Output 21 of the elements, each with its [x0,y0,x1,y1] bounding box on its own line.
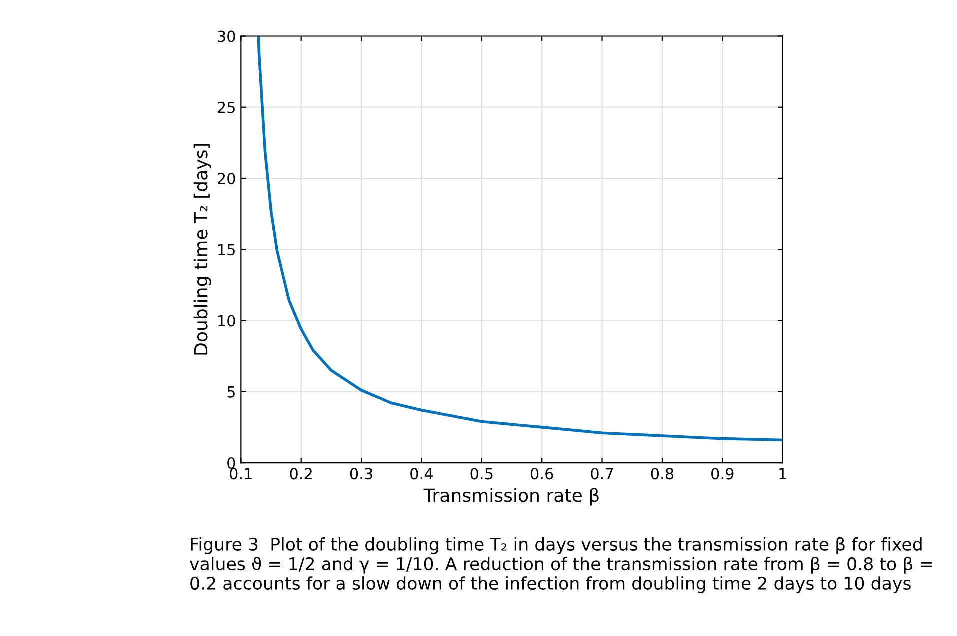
x-tick-label: 1 [780,468,786,480]
x-tick-label: 0.7 [591,468,614,480]
y-tick-label: 30 [218,30,236,42]
x-tick-label: 0.9 [712,468,734,480]
y-tick-label: 20 [218,172,236,185]
y-tick-label: 15 [218,244,235,256]
x-tick-label: 0.3 [350,468,372,480]
x-tick-label: 0.8 [651,468,674,480]
x-tick-label: 0.2 [290,468,312,480]
x-axis-title: Transmission rate β [424,488,599,506]
x-tick-label: 0.5 [470,468,493,480]
y-tick-label: 5 [228,386,235,398]
caption: Figure 3 Plot of the doubling time T₂ in days versus the transmission rate β for fixed values ϑ = 1/2 and γ = 1/10. A reduction of the transmission rate from β = 0.8 to β = 0.2 accounts for a slow down of the infection from doubling time 2 days to 10 days [190,537,932,594]
x-tick-label: 0.1 [230,468,252,480]
y-tick-label: 25 [218,102,235,114]
y-tick-label: 10 [218,315,236,327]
x-tick-label: 0.4 [410,468,434,480]
y-tick-label: 0 [228,457,236,470]
x-tick-label: 0.6 [530,468,554,480]
line-series [257,36,783,442]
y-axis-title: Doubling time T₂ [days] [194,144,212,355]
